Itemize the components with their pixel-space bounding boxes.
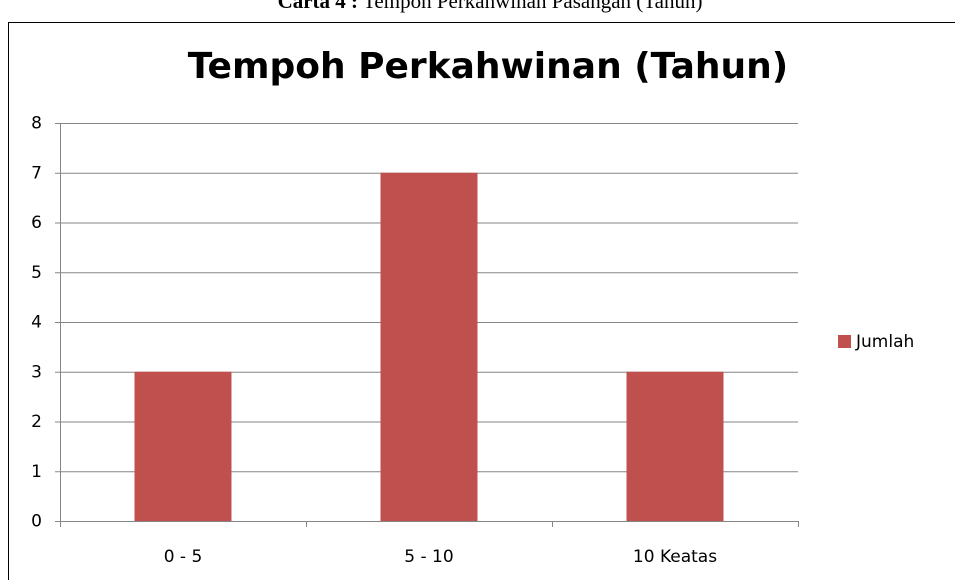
caption-text: Tempoh Perkahwinan Pasangan (Tahun) [363, 0, 702, 13]
y-tick-label: 1 [31, 462, 42, 482]
chart-border [8, 22, 955, 580]
y-tick-label: 3 [31, 362, 42, 382]
x-tick-label: 5 - 10 [404, 547, 453, 567]
y-tick-label: 0 [31, 512, 42, 532]
y-tick-label: 7 [31, 163, 42, 183]
caption-label: Carta 4 : [278, 0, 358, 13]
y-tick-label: 2 [31, 412, 42, 432]
bar [380, 172, 478, 521]
y-tick-label: 6 [31, 213, 42, 233]
x-tick-label: 10 Keatas [633, 547, 717, 567]
bar [626, 371, 724, 521]
legend-label: Jumlah [855, 332, 914, 352]
chart-title: Tempoh Perkahwinan (Tahun) [188, 46, 788, 87]
bar [134, 371, 232, 521]
legend-swatch [838, 335, 851, 348]
y-tick-label: 4 [31, 313, 42, 333]
caption: Carta 4 : Tempoh Perkahwinan Pasangan (Ta… [278, 0, 703, 13]
x-tick-label: 0 - 5 [164, 547, 203, 567]
y-tick-label: 5 [31, 263, 42, 283]
y-tick-label: 8 [31, 114, 42, 134]
